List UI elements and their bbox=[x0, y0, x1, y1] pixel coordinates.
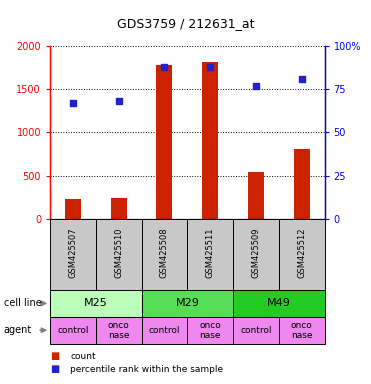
Bar bbox=[111, 198, 127, 219]
Text: onco
nase: onco nase bbox=[291, 321, 313, 339]
FancyBboxPatch shape bbox=[50, 290, 142, 317]
FancyBboxPatch shape bbox=[233, 290, 325, 317]
Bar bbox=[294, 149, 310, 219]
Bar bbox=[248, 172, 264, 219]
FancyBboxPatch shape bbox=[142, 219, 187, 290]
FancyBboxPatch shape bbox=[142, 290, 233, 317]
Text: M25: M25 bbox=[84, 298, 108, 308]
Text: control: control bbox=[57, 326, 89, 335]
Point bbox=[161, 64, 167, 70]
Point bbox=[299, 76, 305, 82]
Text: cell line: cell line bbox=[4, 298, 42, 308]
Bar bbox=[65, 199, 81, 219]
Bar bbox=[157, 65, 173, 219]
Point bbox=[253, 83, 259, 89]
Text: GSM425511: GSM425511 bbox=[206, 228, 215, 278]
Point bbox=[116, 98, 122, 104]
Text: control: control bbox=[149, 326, 180, 335]
FancyBboxPatch shape bbox=[142, 317, 187, 344]
Point bbox=[70, 100, 76, 106]
Text: M29: M29 bbox=[175, 298, 199, 308]
FancyBboxPatch shape bbox=[187, 219, 233, 290]
FancyBboxPatch shape bbox=[233, 219, 279, 290]
FancyBboxPatch shape bbox=[96, 219, 142, 290]
FancyBboxPatch shape bbox=[279, 219, 325, 290]
Text: GSM425508: GSM425508 bbox=[160, 228, 169, 278]
Text: agent: agent bbox=[4, 325, 32, 335]
Bar bbox=[202, 61, 218, 219]
FancyBboxPatch shape bbox=[96, 317, 142, 344]
FancyBboxPatch shape bbox=[279, 317, 325, 344]
Text: onco
nase: onco nase bbox=[108, 321, 129, 339]
FancyBboxPatch shape bbox=[233, 317, 279, 344]
Text: M49: M49 bbox=[267, 298, 291, 308]
Text: control: control bbox=[240, 326, 272, 335]
Text: GSM425512: GSM425512 bbox=[297, 228, 306, 278]
Text: GSM425509: GSM425509 bbox=[252, 228, 260, 278]
FancyBboxPatch shape bbox=[50, 219, 96, 290]
Text: GSM425510: GSM425510 bbox=[114, 228, 123, 278]
Text: onco
nase: onco nase bbox=[199, 321, 221, 339]
Text: percentile rank within the sample: percentile rank within the sample bbox=[70, 365, 224, 374]
Text: GSM425507: GSM425507 bbox=[69, 228, 78, 278]
Text: ■: ■ bbox=[50, 351, 59, 361]
Text: GDS3759 / 212631_at: GDS3759 / 212631_at bbox=[117, 17, 254, 30]
Text: ■: ■ bbox=[50, 364, 59, 374]
FancyBboxPatch shape bbox=[50, 317, 96, 344]
Text: count: count bbox=[70, 352, 96, 361]
FancyBboxPatch shape bbox=[187, 317, 233, 344]
Point bbox=[207, 64, 213, 70]
